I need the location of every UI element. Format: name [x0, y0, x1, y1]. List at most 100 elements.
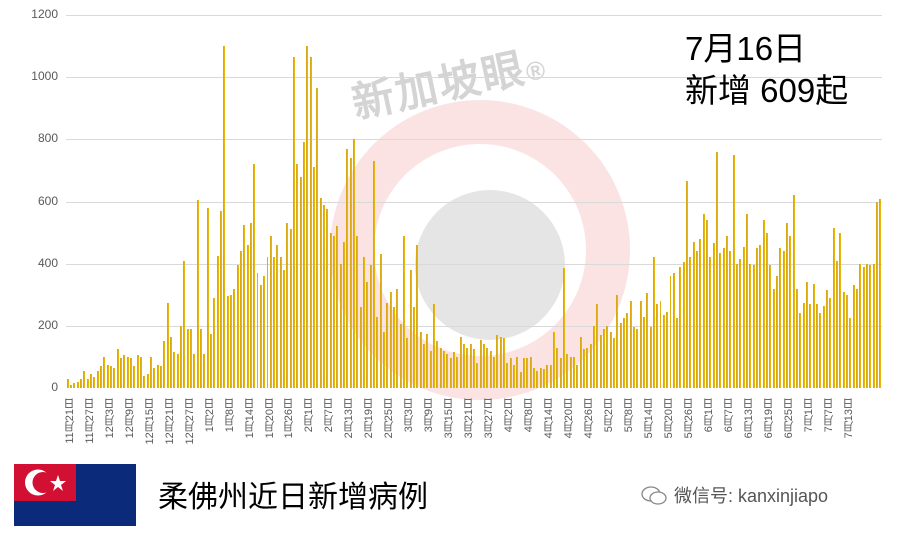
bar — [726, 235, 729, 388]
bar — [253, 164, 256, 388]
bar — [659, 300, 662, 388]
bar — [579, 336, 582, 388]
bar — [482, 344, 485, 388]
x-tick-label: 3月9日 — [423, 398, 436, 433]
bar — [529, 356, 532, 388]
bar — [466, 347, 469, 388]
x-tick-label: 3月21日 — [463, 398, 476, 439]
bar — [273, 257, 276, 388]
bar — [143, 375, 146, 388]
bar — [133, 366, 136, 388]
bar-series — [66, 15, 882, 388]
bar — [759, 245, 762, 388]
bar — [289, 229, 292, 388]
bar — [872, 263, 875, 388]
bar — [266, 257, 269, 388]
x-tick-label: 7月1日 — [803, 398, 816, 433]
bar — [349, 157, 352, 388]
bar — [146, 374, 149, 388]
y-tick-label: 600 — [37, 193, 58, 208]
bar — [582, 349, 585, 388]
bar — [776, 276, 779, 388]
bar — [712, 243, 715, 388]
bar — [303, 142, 306, 388]
bar — [339, 263, 342, 388]
bar — [499, 336, 502, 388]
headline: 7月16日 新增 609起 — [685, 28, 848, 112]
bar — [806, 282, 809, 388]
x-tick-label: 6月19日 — [763, 398, 776, 439]
bar — [542, 369, 545, 388]
bar — [269, 235, 272, 388]
bar — [103, 356, 106, 388]
bar — [243, 224, 246, 388]
y-tick-label: 400 — [37, 255, 58, 270]
bar — [279, 257, 282, 388]
bar — [709, 257, 712, 388]
watermark-logo — [415, 190, 565, 340]
bar — [119, 358, 122, 388]
bar — [476, 363, 479, 388]
bar — [699, 238, 702, 388]
bar — [96, 370, 99, 388]
bar — [849, 318, 852, 388]
x-tick-label: 6月13日 — [743, 398, 756, 439]
bar — [206, 207, 209, 388]
bar — [769, 265, 772, 388]
bar — [193, 353, 196, 388]
bar — [862, 266, 865, 388]
bar — [606, 325, 609, 388]
bar — [739, 259, 742, 388]
bar — [576, 364, 579, 388]
bar — [353, 139, 356, 388]
x-tick-label: 1月8日 — [223, 398, 236, 433]
y-tick-label: 800 — [37, 131, 58, 146]
x-tick-label: 6月7日 — [723, 398, 736, 433]
bar — [263, 276, 266, 388]
bar — [406, 338, 409, 388]
bar — [672, 273, 675, 388]
bar — [316, 88, 319, 388]
bar — [79, 378, 82, 388]
bar — [449, 358, 452, 388]
bar — [782, 251, 785, 388]
x-tick-label: 5月20日 — [663, 398, 676, 439]
bar — [646, 293, 649, 388]
bar — [373, 161, 376, 388]
bar — [702, 213, 705, 388]
bar — [326, 209, 329, 388]
bar — [669, 276, 672, 388]
bar — [732, 154, 735, 388]
bar — [166, 302, 169, 388]
bar — [859, 263, 862, 388]
bar — [343, 241, 346, 388]
bar — [403, 235, 406, 388]
gridline — [66, 263, 882, 265]
bar — [502, 338, 505, 388]
bar — [622, 318, 625, 388]
y-tick-label: 1000 — [31, 69, 58, 84]
bar — [746, 213, 749, 388]
bar — [842, 291, 845, 388]
bar — [839, 232, 842, 388]
bar — [76, 381, 79, 388]
bar — [459, 336, 462, 388]
bar — [722, 248, 725, 388]
bar — [393, 307, 396, 388]
bar — [443, 350, 445, 388]
bar — [562, 268, 565, 388]
bar — [632, 327, 635, 388]
bar — [216, 255, 219, 388]
bar — [639, 300, 642, 388]
bar — [399, 324, 402, 388]
bar — [179, 325, 182, 388]
x-tick-label: 4月2日 — [503, 398, 516, 433]
bar — [313, 167, 316, 388]
bar — [139, 356, 142, 388]
x-tick-label: 4月8日 — [523, 398, 536, 433]
bar — [396, 288, 399, 388]
y-tick-label: 1200 — [31, 7, 58, 21]
bar — [819, 313, 822, 388]
bar — [619, 322, 622, 388]
x-tick-label: 1月14日 — [243, 398, 256, 439]
